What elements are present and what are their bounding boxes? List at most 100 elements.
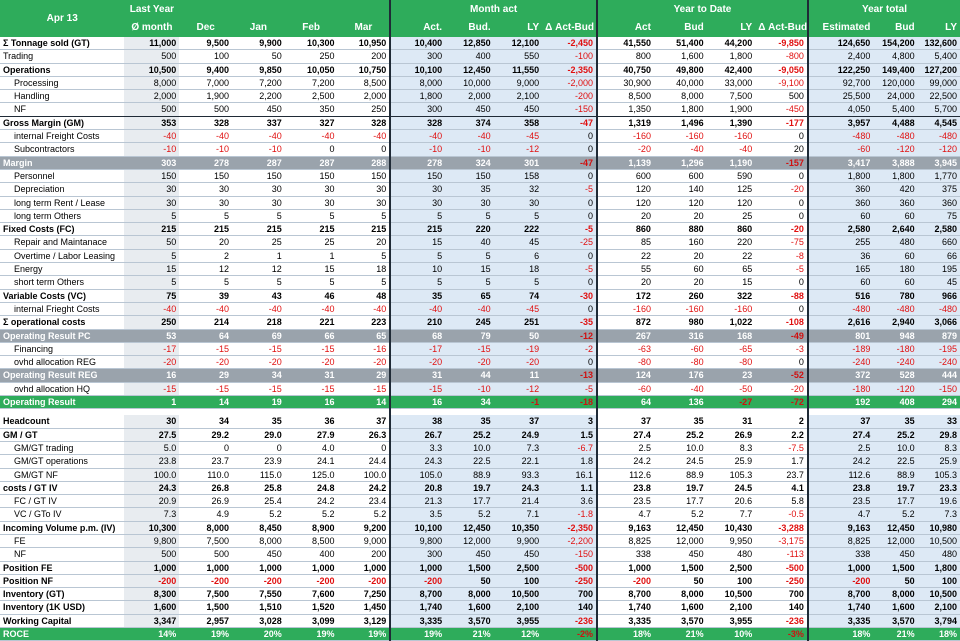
table-cell: 8.3 [706,441,756,456]
table-cell: 215 [179,222,233,237]
month-header-feb: Feb [284,19,338,37]
table-cell: -20 [755,382,808,397]
table-cell: 6 [493,249,543,264]
table-cell: -50 [706,382,756,397]
row-label: Trading [0,49,125,64]
table-cell: -15 [337,382,391,397]
table-cell: -40 [337,129,391,144]
table-cell: 14 [337,395,391,410]
table-cell: 1 [124,395,180,410]
table-row: Trading 500 100 50 250 200 300 400 550 -100 800 1,6… [0,49,960,64]
table-cell: 1,600 [124,600,180,615]
table-cell: 7,500 [179,534,233,549]
table-cell: 260 [653,289,707,303]
table-cell: 220 [706,235,756,250]
table-cell: 2,100 [493,89,543,104]
table-cell: 5 [232,275,285,290]
table-cell: 3,028 [232,614,285,629]
table-cell: 450 [653,547,707,562]
table-cell: 2,957 [179,614,233,629]
table-cell: 7.3 [124,507,180,522]
table-cell: -20 [755,222,808,237]
table-cell: 5 [445,249,494,264]
table-cell: -9,050 [755,63,808,77]
table-cell: 550 [493,49,543,64]
table-cell: 500 [755,89,808,104]
row-label: Gross Margin (GM) [0,116,125,131]
row-label: Incoming Volume p.m. (IV) [0,521,125,535]
table-cell: -120 [873,382,918,397]
table-cell: 222 [493,222,543,237]
table-cell: -480 [806,302,874,317]
table-cell: -240 [873,355,918,370]
table-cell: -20 [284,355,338,370]
table-cell [596,408,654,416]
table-cell: 154,200 [873,37,918,51]
table-cell: 17.7 [653,494,707,509]
table-cell: 25 [232,235,285,250]
table-cell: 127,200 [917,63,960,77]
row-label: NF [0,547,125,562]
table-cell: 9,800 [389,534,446,549]
table-cell: -80 [653,355,707,370]
table-cell: 30 [232,182,285,197]
table-cell: 5 [284,209,338,224]
table-cell: 69 [232,329,285,343]
row-label: GM/GT trading [0,441,125,456]
table-cell: 4.7 [596,507,654,522]
table-cell: 23.8 [596,481,654,496]
table-cell: 25.4 [232,494,285,509]
table-cell: 14% [124,627,180,641]
table-cell: 31 [284,368,338,383]
table-cell: -18 [542,395,597,410]
table-cell: 60 [873,249,918,264]
table-cell: -52 [755,368,808,383]
month-header-mar: Mar [337,19,391,37]
table-cell: 8,500 [596,89,654,104]
table-cell: -27 [706,395,756,410]
table-cell: 50 [445,574,494,589]
table-cell: -60 [596,382,654,397]
table-cell: 8,700 [806,587,874,602]
table-row: FE 9,800 7,500 8,000 8,500 9,000 9,800 12,000 9,… [0,534,960,549]
table-cell: 2.5 [596,441,654,456]
table-cell: 12 [232,262,285,277]
table-cell: 125.0 [284,468,338,482]
row-label: Inventory (GT) [0,587,125,602]
table-cell: 17.7 [445,494,494,509]
table-cell: 245 [445,315,494,330]
table-cell: -40 [706,142,756,157]
table-cell: 1,520 [284,600,338,615]
table-cell: 860 [596,222,654,237]
table-cell: 30 [284,196,338,210]
table-cell: 36 [284,415,338,429]
table-cell: 19 [232,395,285,410]
table-cell: -200 [179,574,233,589]
table-row: GM / GT 27.5 29.2 29.0 27.9 26.3 26.7 25.2 24.9 1… [0,428,960,442]
table-cell: 7,200 [232,76,285,91]
table-cell: 1,190 [706,156,756,170]
table-cell: -200 [337,574,391,589]
table-cell: -5 [542,222,597,237]
table-cell: -1 [493,395,543,410]
table-cell: 1.7 [755,454,808,469]
table-cell: 0 [542,355,597,370]
row-label: internal Frieght Costs [0,302,125,317]
table-cell: -180 [873,342,918,357]
table-cell: 255 [806,235,874,250]
table-cell: 120 [596,182,654,197]
table-cell: -480 [917,302,960,317]
table-cell: 38 [389,415,446,429]
table-cell: 64 [596,395,654,410]
table-cell: -20 [493,355,543,370]
table-cell: 0 [755,209,808,224]
table-cell: 360 [917,196,960,210]
table-cell: 19% [337,627,391,641]
table-cell: 100 [493,574,543,589]
table-cell [755,408,808,416]
table-cell: 1,900 [706,102,756,117]
table-cell: -480 [873,129,918,144]
table-cell: 10.0 [653,441,707,456]
row-label: Depreciation [0,182,125,197]
